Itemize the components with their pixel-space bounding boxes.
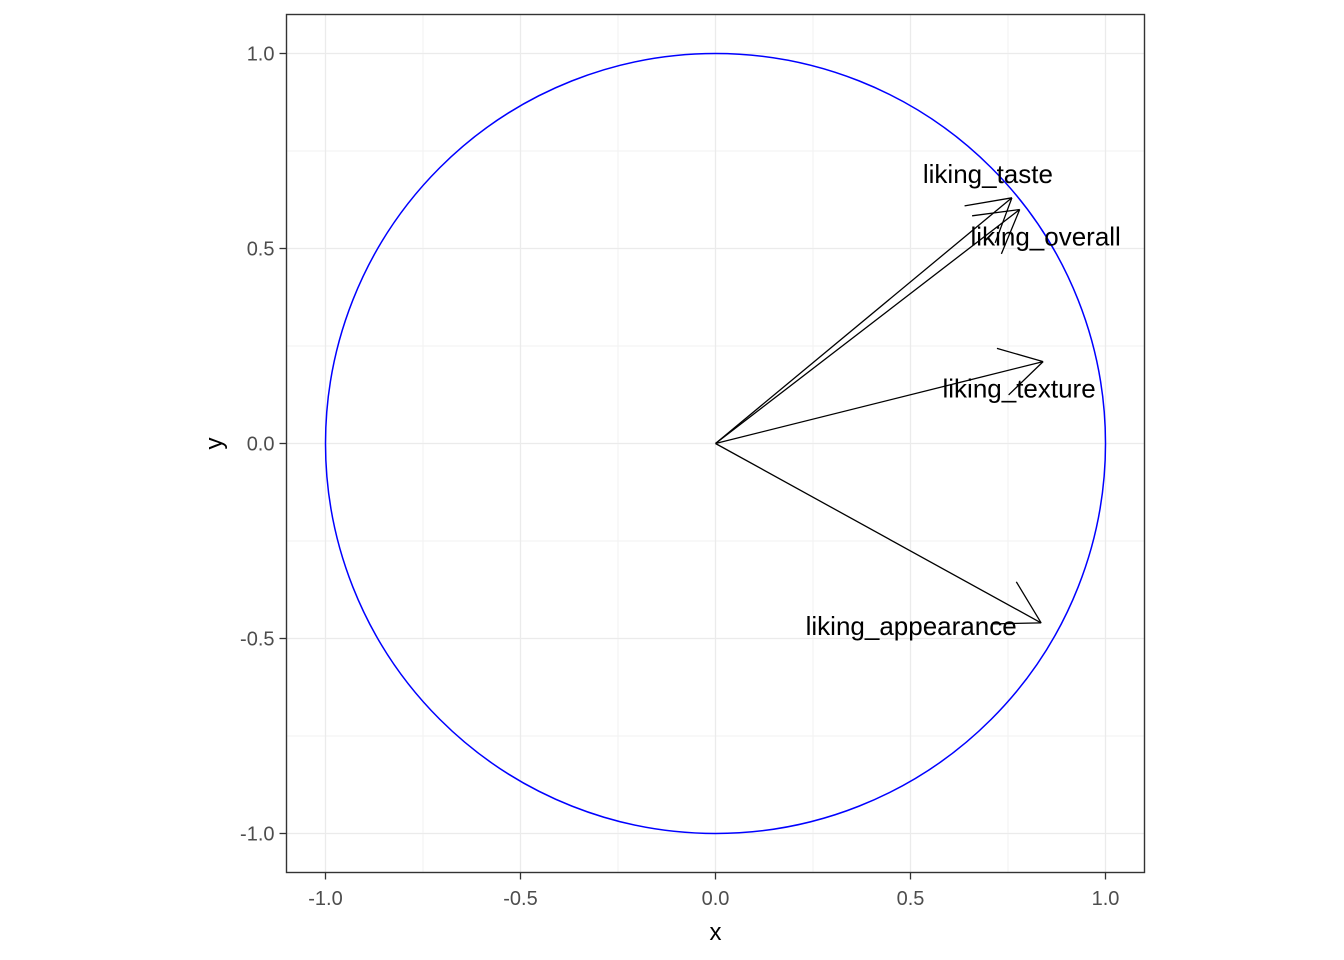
x-tick-label: -0.5	[503, 888, 537, 910]
x-tick-label: -1.0	[308, 888, 342, 910]
x-tick-label: 1.0	[1092, 888, 1120, 910]
vector-head-right-liking-overall	[972, 208, 1020, 217]
vector-label-liking-taste: liking_taste	[923, 159, 1053, 189]
vector-head-left-liking-texture	[1008, 361, 1044, 396]
y-tick-label: 0.5	[247, 239, 275, 261]
y-tick-label: -0.5	[240, 629, 274, 651]
vector-shaft-liking-overall	[715, 208, 1021, 445]
vector-shaft-liking-texture	[715, 360, 1044, 445]
unit-circle	[324, 52, 1107, 835]
vector-arrow-liking-appearance	[715, 442, 1042, 625]
vector-head-left-liking-taste	[994, 197, 1013, 244]
vector-label-liking-texture: liking_texture	[942, 374, 1095, 404]
y-axis-title: y	[201, 438, 228, 450]
y-tick-label: 1.0	[247, 44, 275, 66]
vector-shaft-liking-taste	[715, 197, 1013, 445]
vector-head-right-liking-appearance	[1015, 581, 1042, 624]
unit-circle-layer	[324, 52, 1107, 835]
y-tick-label: -1.0	[240, 824, 274, 846]
vector-arrow-liking-texture	[715, 347, 1044, 445]
y-axis: -1.0 -0.5 0.0 0.5 1.0	[240, 44, 287, 846]
vector-head-right-liking-texture	[996, 347, 1044, 363]
vector-label-liking-overall: liking_overall	[971, 222, 1121, 252]
x-tick-label: 0.0	[702, 888, 730, 910]
vector-arrow-liking-overall	[715, 208, 1021, 445]
vector-head-left-liking-overall	[1000, 209, 1021, 255]
x-axis-title: x	[710, 919, 722, 946]
x-axis: -1.0 -0.5 0.0 0.5 1.0	[308, 872, 1120, 910]
vector-arrow-liking-taste	[715, 197, 1013, 445]
vector-head-right-liking-taste	[964, 197, 1013, 207]
vector-head-left-liking-appearance	[993, 622, 1042, 625]
y-tick-label: 0.0	[247, 434, 275, 456]
vector-labels-layer: liking_taste liking_overall liking_texture…	[806, 159, 1121, 641]
vector-shaft-liking-appearance	[715, 442, 1042, 624]
vector-arrows-layer	[715, 197, 1044, 625]
vector-label-liking-appearance: liking_appearance	[806, 611, 1017, 641]
x-tick-label: 0.5	[897, 888, 925, 910]
